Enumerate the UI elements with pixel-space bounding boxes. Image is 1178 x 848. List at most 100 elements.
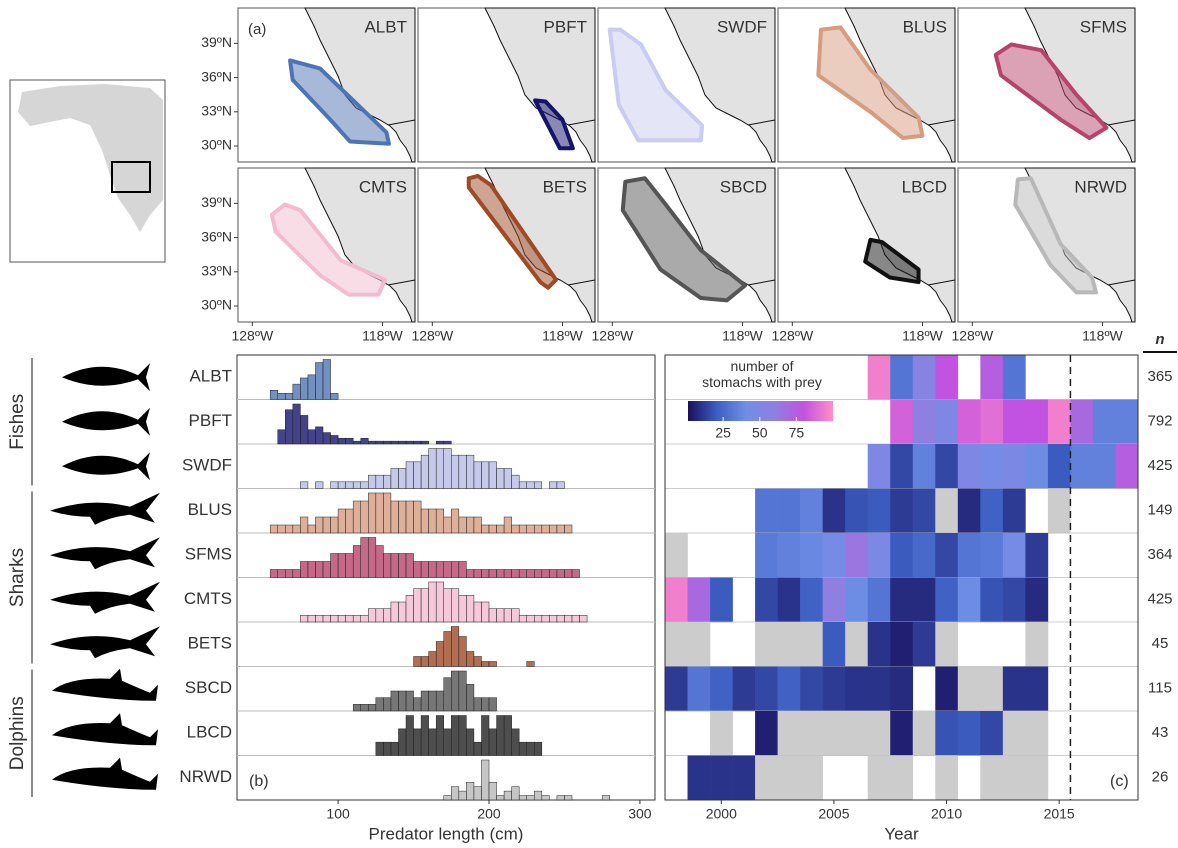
histogram-bar [443,516,452,534]
heat-cell [1002,755,1026,801]
histogram-bar [435,448,444,489]
histogram-bar [398,690,407,712]
histogram-bar [511,569,520,578]
histogram-bar [496,569,505,578]
histogram-bar [352,481,361,489]
histogram-bar [458,670,467,712]
histogram-bar [518,569,527,578]
heat-cell [912,444,936,489]
habitat-region [816,25,925,141]
histogram-bar [534,569,543,578]
histogram-bar [541,795,550,801]
species-label: LBCD [902,177,947,196]
heat-cell [1002,399,1026,445]
heat-cell [845,488,869,534]
histogram-bar [556,569,565,578]
histogram-bar [420,561,429,578]
histogram-bar [300,516,309,534]
histogram-bar [322,359,331,400]
histogram-bar [601,795,610,801]
panel-frame [664,354,1139,801]
histogram-bar [352,704,361,712]
histogram-bar [526,569,535,578]
heat-cell [890,622,914,667]
x-tick-label: 118ºW [362,328,403,344]
histogram-bar [300,481,309,489]
histogram-bar [481,697,490,712]
sample-size: 26 [1152,769,1169,786]
histogram-bar [285,409,294,445]
heat-cell [980,577,1004,623]
histogram-bar [481,601,490,623]
histogram-bar [345,508,354,534]
histogram-bar [458,636,467,667]
histogram-bar [383,741,392,756]
histogram-bar [360,537,369,578]
heat-cell [935,399,959,445]
heat-cell [1002,488,1026,534]
heat-cell [890,755,914,801]
heat-cell [867,577,891,623]
heat-cell [822,711,846,756]
histogram-bar [579,615,588,623]
histogram-bar [292,403,301,445]
histogram-bar [435,690,444,712]
heat-cell [800,577,823,623]
histogram-bar [488,661,497,667]
histogram-bar [337,508,346,534]
heat-cell [980,711,1004,756]
heat-cell [912,622,936,667]
histogram-bar [368,704,377,712]
histogram-bar [428,690,437,712]
histogram-bar [549,481,558,489]
histogram-bar [277,524,286,534]
heat-cell [800,755,823,801]
sample-size: 149 [1147,502,1172,519]
histogram-bar [466,516,475,534]
heat-cell [1047,488,1071,534]
histogram-bar [375,741,384,756]
histogram-bar [277,429,286,445]
histogram-bar [518,795,527,801]
species-silhouette [50,492,160,525]
histogram-bar [564,795,573,801]
histogram-bar [352,545,361,578]
histogram-bar [352,615,361,623]
colorbar-tick-label: 25 [715,425,731,441]
sample-size: 425 [1147,457,1172,474]
x-tick-label: 2015 [1044,806,1075,822]
heat-cell [845,577,869,623]
heat-cell [935,355,959,400]
heat-cell [980,488,1004,534]
histogram-bar [420,588,429,623]
heat-cell [845,666,869,712]
heat-cell [912,711,936,756]
colorbar-tick-label: 50 [752,425,768,441]
histogram-bar [398,728,407,756]
histogram-bar [428,651,437,667]
histogram-bar [277,569,286,578]
histogram-bar [496,795,505,801]
heat-cell [1047,444,1071,489]
histogram-bar [322,561,331,578]
histogram-bar [458,561,467,578]
heat-cell [1070,444,1094,489]
heat-cell [867,355,891,400]
heat-cell [665,533,688,578]
histogram-bar [481,569,490,578]
histogram-bar [443,631,452,667]
heat-cell [1025,666,1049,712]
heat-cell [867,533,891,578]
heat-cell [1002,711,1026,756]
heat-cell [710,666,733,712]
histogram-bar [481,524,490,534]
histogram-bar [390,500,399,534]
species-row-label: SBCD [185,678,232,697]
histogram-bar [285,393,294,400]
histogram-bar [368,492,377,534]
histogram-bar [375,492,384,534]
species-row-label: LBCD [187,723,232,742]
species-silhouette [62,363,150,392]
group-label: Dolphins [7,696,28,770]
heat-cell [845,711,869,756]
